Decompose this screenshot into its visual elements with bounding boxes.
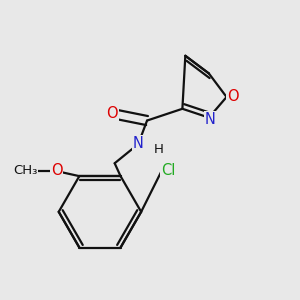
Text: CH₃: CH₃ — [13, 164, 38, 177]
Text: O: O — [51, 163, 62, 178]
Text: H: H — [154, 143, 164, 157]
Text: N: N — [205, 112, 216, 127]
Text: O: O — [227, 89, 239, 104]
Text: N: N — [133, 136, 144, 151]
Text: O: O — [106, 106, 118, 121]
Text: Cl: Cl — [161, 163, 176, 178]
